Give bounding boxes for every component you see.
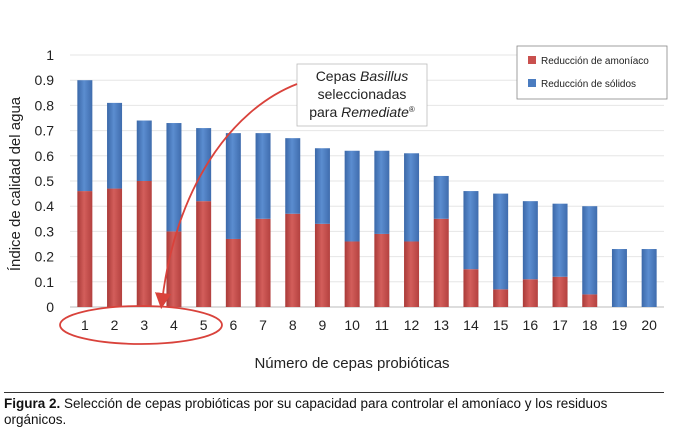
legend: Reducción de amoníaco Reducción de sólid…: [516, 45, 668, 100]
x-tick-label: 20: [641, 317, 657, 333]
callout-line-2: seleccionadas: [318, 86, 407, 102]
bar-ammonia: [404, 241, 420, 307]
bar-ammonia: [285, 213, 301, 307]
bar-solids: [77, 80, 93, 192]
bar-ammonia: [77, 191, 93, 307]
figure-caption: Figura 2. Selección de cepas probióticas…: [4, 392, 664, 428]
caption-text: Selección de cepas probióticas por su ca…: [4, 396, 608, 427]
callout-annotation: Cepas Basillus seleccionadas para Remedi…: [59, 63, 428, 345]
bar-solids: [196, 128, 212, 202]
x-tick-label: 17: [552, 317, 568, 333]
callout-box: [296, 63, 428, 127]
legend-swatch-solids: [528, 79, 536, 87]
bar-solids: [463, 191, 479, 270]
x-tick-label: 19: [612, 317, 628, 333]
bars-group: [77, 80, 657, 307]
y-tick-label: 0.8: [35, 97, 55, 113]
bar-solids: [285, 138, 301, 214]
y-tick-label: 0.6: [35, 148, 55, 164]
x-tick-label: 15: [493, 317, 509, 333]
x-tick-label: 16: [523, 317, 539, 333]
bar-ammonia: [493, 289, 509, 307]
y-tick-label: 0.1: [35, 274, 55, 290]
x-tick-label: 4: [170, 317, 178, 333]
legend-box: [516, 45, 668, 100]
y-tick-label: 0.9: [35, 72, 55, 88]
callout-arrow: [154, 83, 298, 310]
y-tick-label: 1: [46, 47, 54, 63]
bar-ammonia: [136, 181, 152, 307]
bar-solids: [166, 123, 182, 232]
bar-solids: [641, 249, 657, 307]
bar-solids: [582, 206, 598, 295]
bar-ammonia: [255, 218, 271, 307]
bar-ammonia: [552, 276, 568, 307]
highlight-ellipse: [59, 305, 223, 345]
callout-line-1: Cepas Basillus: [316, 68, 409, 84]
x-tick-label: 2: [111, 317, 119, 333]
x-tick-label: 3: [140, 317, 148, 333]
bar-solids: [136, 120, 152, 181]
x-tick-label: 12: [404, 317, 420, 333]
bar-ammonia: [166, 231, 182, 307]
x-axis-title: Número de cepas probióticas: [254, 355, 449, 372]
y-tick-label: 0.2: [35, 249, 55, 265]
bar-ammonia: [107, 188, 123, 307]
y-tick-label: 0: [46, 299, 54, 315]
bar-ammonia: [344, 241, 360, 307]
bar-solids: [404, 153, 420, 242]
x-tick-label: 8: [289, 317, 297, 333]
bar-ammonia: [314, 223, 330, 307]
bar-ammonia: [522, 279, 538, 307]
bar-solids: [107, 102, 123, 189]
x-tick-label: 1: [81, 317, 89, 333]
y-axis-title: Índice de calidad del agua: [7, 96, 24, 271]
bar-solids: [493, 193, 509, 290]
bar-solids: [522, 201, 538, 280]
y-tick-label: 0.3: [35, 223, 55, 239]
bar-ammonia: [433, 218, 449, 307]
bar-solids: [314, 148, 330, 224]
bar-solids: [225, 133, 241, 239]
y-tick-label: 0.7: [35, 123, 55, 139]
x-tick-label: 6: [229, 317, 237, 333]
bar-solids: [374, 150, 390, 234]
bar-ammonia: [582, 294, 598, 307]
x-tick-label: 7: [259, 317, 267, 333]
bar-ammonia: [196, 201, 212, 307]
bar-solids: [255, 133, 271, 219]
bar-solids: [433, 175, 449, 219]
bar-solids: [552, 203, 568, 277]
callout-line-3: para Remediate®: [309, 104, 415, 120]
y-tick-labels: 0 0.1 0.2 0.3 0.4 0.5 0.6 0.7 0.8 0.9 1: [35, 47, 55, 315]
legend-label-solids: Reducción de sólidos: [541, 79, 636, 90]
y-tick-label: 0.5: [35, 173, 55, 189]
x-tick-label: 10: [344, 317, 360, 333]
x-tick-label: 14: [463, 317, 479, 333]
legend-label-ammonia: Reducción de amoníaco: [541, 56, 649, 67]
x-tick-label: 11: [375, 317, 390, 333]
y-tick-label: 0.4: [35, 198, 55, 214]
legend-swatch-ammonia: [528, 56, 536, 64]
bar-ammonia: [225, 238, 241, 307]
caption-label: Figura 2.: [4, 396, 61, 411]
bar-solids: [344, 150, 360, 242]
x-tick-label: 13: [433, 317, 449, 333]
x-tick-labels: 1 2 3 4 5 6 7 8 9 10 11 12 13 14 15 16 17 18 19 20: [81, 317, 657, 333]
bar-ammonia: [374, 233, 390, 307]
bar-ammonia: [463, 269, 479, 307]
x-tick-label: 9: [319, 317, 327, 333]
bar-solids: [611, 249, 627, 307]
x-tick-label: 5: [200, 317, 208, 333]
x-tick-label: 18: [582, 317, 598, 333]
